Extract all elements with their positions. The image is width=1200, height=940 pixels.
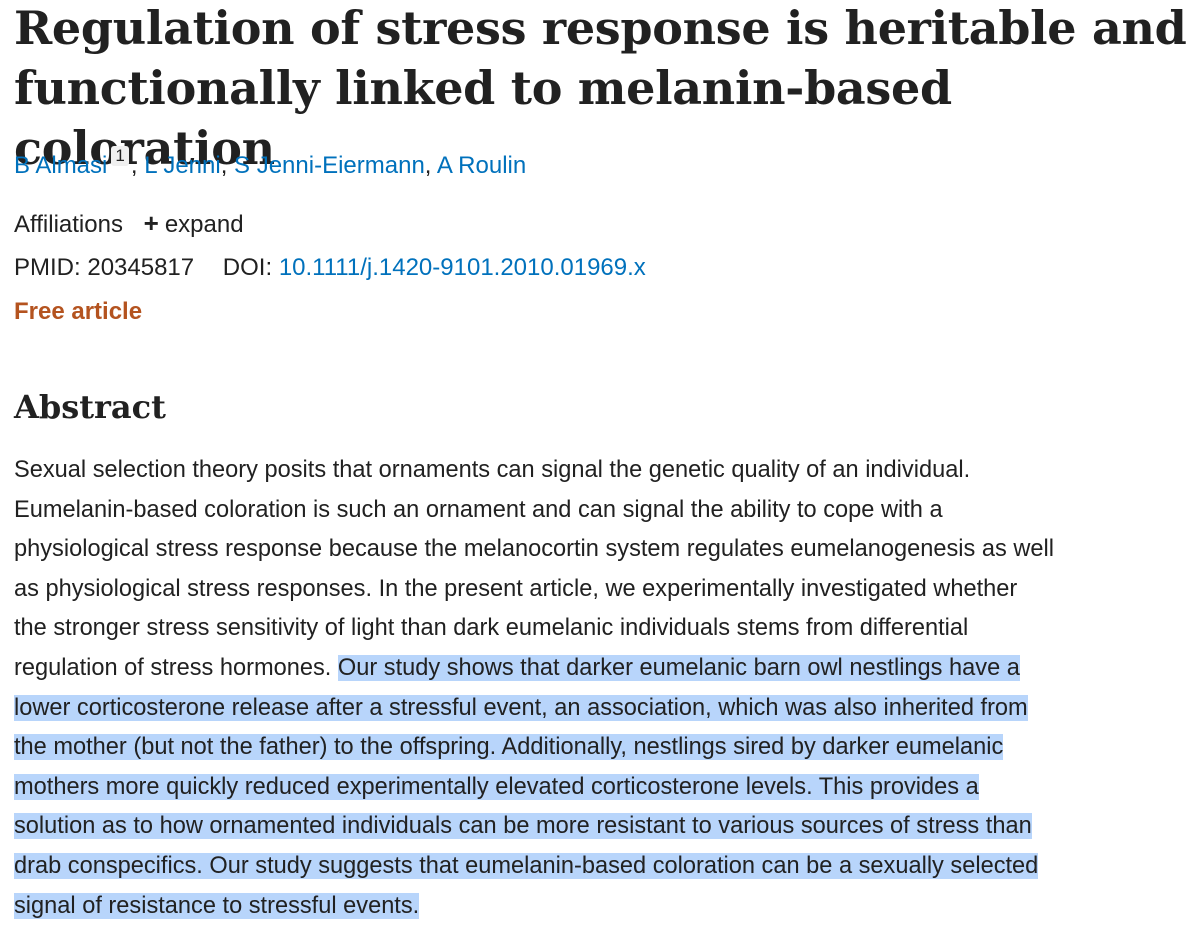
selected-text: lower corticosterone release after a str… bbox=[14, 694, 1028, 721]
abstract-line: mothers more quickly reduced experimenta… bbox=[14, 768, 1196, 808]
selected-text: mothers more quickly reduced experimenta… bbox=[14, 773, 979, 800]
affiliation-ref[interactable]: 1 bbox=[111, 146, 129, 166]
affiliations-expand-button[interactable]: + expand bbox=[143, 208, 244, 238]
abstract-line: drab conspecifics. Our study suggests th… bbox=[14, 847, 1196, 887]
abstract-line-text: regulation of stress hormones. bbox=[14, 654, 338, 681]
selected-text: Our study shows that darker eumelanic ba… bbox=[337, 654, 1020, 681]
abstract-line-text: Eumelanin-based coloration is such an or… bbox=[14, 496, 943, 523]
abstract-line: the stronger stress sensitivity of light… bbox=[14, 609, 1196, 649]
abstract-line-text: Sexual selection theory posits that orna… bbox=[14, 457, 971, 483]
doi-link[interactable]: 10.1111/j.1420-9101.2010.01969.x bbox=[278, 254, 646, 281]
author-link-almasi[interactable]: B Almasi bbox=[14, 152, 108, 179]
abstract-line: solution as to how ornamented individual… bbox=[14, 807, 1196, 847]
affiliations-label: Affiliations bbox=[14, 211, 123, 238]
selected-text: the mother (but not the father) to the o… bbox=[14, 734, 1004, 761]
selected-text: signal of resistance to stressful events… bbox=[14, 892, 420, 919]
author-link-jenni[interactable]: L Jenni bbox=[144, 152, 221, 179]
abstract-line: lower corticosterone release after a str… bbox=[14, 689, 1196, 729]
author-separator: , bbox=[424, 152, 437, 179]
abstract-line: the mother (but not the father) to the o… bbox=[14, 728, 1196, 768]
abstract-heading: Abstract bbox=[14, 388, 166, 426]
abstract-line: regulation of stress hormones. Our study… bbox=[14, 649, 1196, 689]
abstract-line-text: the stronger stress sensitivity of light… bbox=[14, 615, 969, 642]
pmid-value: 20345817 bbox=[87, 254, 195, 281]
author-link-roulin[interactable]: A Roulin bbox=[436, 152, 527, 179]
abstract-line: signal of resistance to stressful events… bbox=[14, 887, 1196, 927]
abstract-line: as physiological stress responses. In th… bbox=[14, 570, 1196, 610]
author-list: B Almasi 1, L Jenni, S Jenni-Eiermann, A … bbox=[14, 146, 526, 183]
identifiers-row: PMID: 20345817 DOI: 10.1111/j.1420-9101.… bbox=[14, 251, 646, 285]
abstract-text: Sexual selection theory posits that orna… bbox=[14, 451, 1196, 926]
abstract-line-text: physiological stress response because th… bbox=[14, 536, 1054, 563]
author-link-jenni-eiermann[interactable]: S Jenni-Eiermann bbox=[234, 152, 425, 179]
expand-label: expand bbox=[164, 211, 244, 238]
plus-icon: + bbox=[143, 208, 159, 238]
abstract-line: physiological stress response because th… bbox=[14, 530, 1196, 570]
free-article-badge[interactable]: Free article bbox=[14, 298, 143, 325]
doi-label: DOI: bbox=[222, 254, 273, 281]
author-separator: , bbox=[130, 152, 145, 179]
article-title: Regulation of stress response is heritab… bbox=[14, 1, 1187, 175]
affiliations-row: Affiliations + expand bbox=[14, 206, 244, 242]
abstract-line: Sexual selection theory posits that orna… bbox=[14, 451, 1196, 491]
abstract-line-text: as physiological stress responses. In th… bbox=[14, 575, 1018, 602]
author-separator: , bbox=[220, 152, 235, 179]
pmid-label: PMID: bbox=[14, 254, 81, 281]
selected-text: solution as to how ornamented individual… bbox=[14, 813, 1032, 840]
abstract-line: Eumelanin-based coloration is such an or… bbox=[14, 491, 1196, 531]
selected-text: drab conspecifics. Our study suggests th… bbox=[14, 852, 1039, 879]
